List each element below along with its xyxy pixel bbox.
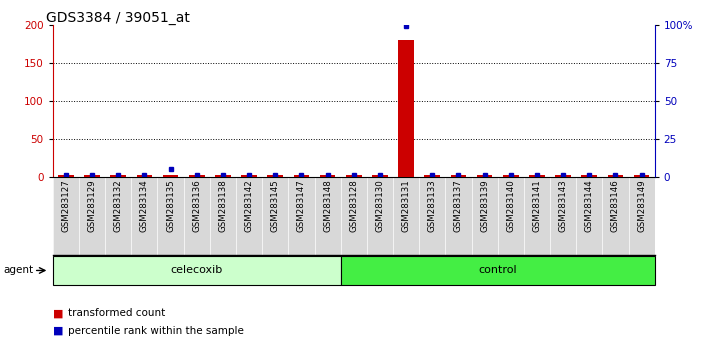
Text: GSM283139: GSM283139 xyxy=(480,179,489,232)
Bar xyxy=(555,176,571,177)
Text: agent: agent xyxy=(4,266,34,275)
Text: GSM283132: GSM283132 xyxy=(114,179,122,232)
Text: GSM283144: GSM283144 xyxy=(585,179,593,232)
Text: GSM283147: GSM283147 xyxy=(297,179,306,232)
Text: GSM283130: GSM283130 xyxy=(375,179,384,232)
Bar xyxy=(189,176,205,177)
Text: celecoxib: celecoxib xyxy=(170,266,223,275)
Bar xyxy=(398,40,414,177)
Text: GSM283149: GSM283149 xyxy=(637,179,646,232)
Bar xyxy=(425,176,440,177)
Text: GSM283137: GSM283137 xyxy=(454,179,463,232)
Bar xyxy=(346,176,362,177)
Text: ■: ■ xyxy=(53,326,63,336)
Text: GSM283127: GSM283127 xyxy=(61,179,70,232)
Text: GSM283131: GSM283131 xyxy=(401,179,410,232)
Text: GSM283129: GSM283129 xyxy=(87,179,96,232)
Bar xyxy=(53,256,341,285)
Bar xyxy=(372,176,388,177)
Bar xyxy=(529,176,545,177)
Text: GSM283141: GSM283141 xyxy=(532,179,541,232)
Bar xyxy=(634,176,650,177)
Bar xyxy=(241,176,257,177)
Text: GSM283135: GSM283135 xyxy=(166,179,175,232)
Text: GSM283142: GSM283142 xyxy=(244,179,253,232)
Text: GSM283146: GSM283146 xyxy=(611,179,620,232)
Text: percentile rank within the sample: percentile rank within the sample xyxy=(68,326,244,336)
Text: GSM283134: GSM283134 xyxy=(140,179,149,232)
Bar xyxy=(58,176,74,177)
Text: GSM283136: GSM283136 xyxy=(192,179,201,232)
Bar xyxy=(341,256,655,285)
Text: GSM283128: GSM283128 xyxy=(349,179,358,232)
Bar xyxy=(608,176,623,177)
Text: GSM283138: GSM283138 xyxy=(218,179,227,232)
Bar xyxy=(215,176,231,177)
Bar xyxy=(84,176,100,177)
Bar xyxy=(163,176,178,177)
Text: GSM283143: GSM283143 xyxy=(558,179,567,232)
Bar xyxy=(294,176,309,177)
Text: GSM283145: GSM283145 xyxy=(271,179,279,232)
Bar xyxy=(503,176,519,177)
Text: GSM283133: GSM283133 xyxy=(428,179,436,232)
Bar xyxy=(268,176,283,177)
Bar xyxy=(477,176,493,177)
Bar xyxy=(111,176,126,177)
Text: GDS3384 / 39051_at: GDS3384 / 39051_at xyxy=(46,11,189,25)
Bar xyxy=(320,176,335,177)
Text: GSM283140: GSM283140 xyxy=(506,179,515,232)
Bar xyxy=(582,176,597,177)
Text: ■: ■ xyxy=(53,308,63,318)
Text: transformed count: transformed count xyxy=(68,308,165,318)
Bar xyxy=(137,176,152,177)
Text: GSM283148: GSM283148 xyxy=(323,179,332,232)
Text: control: control xyxy=(479,266,517,275)
Bar xyxy=(451,176,466,177)
